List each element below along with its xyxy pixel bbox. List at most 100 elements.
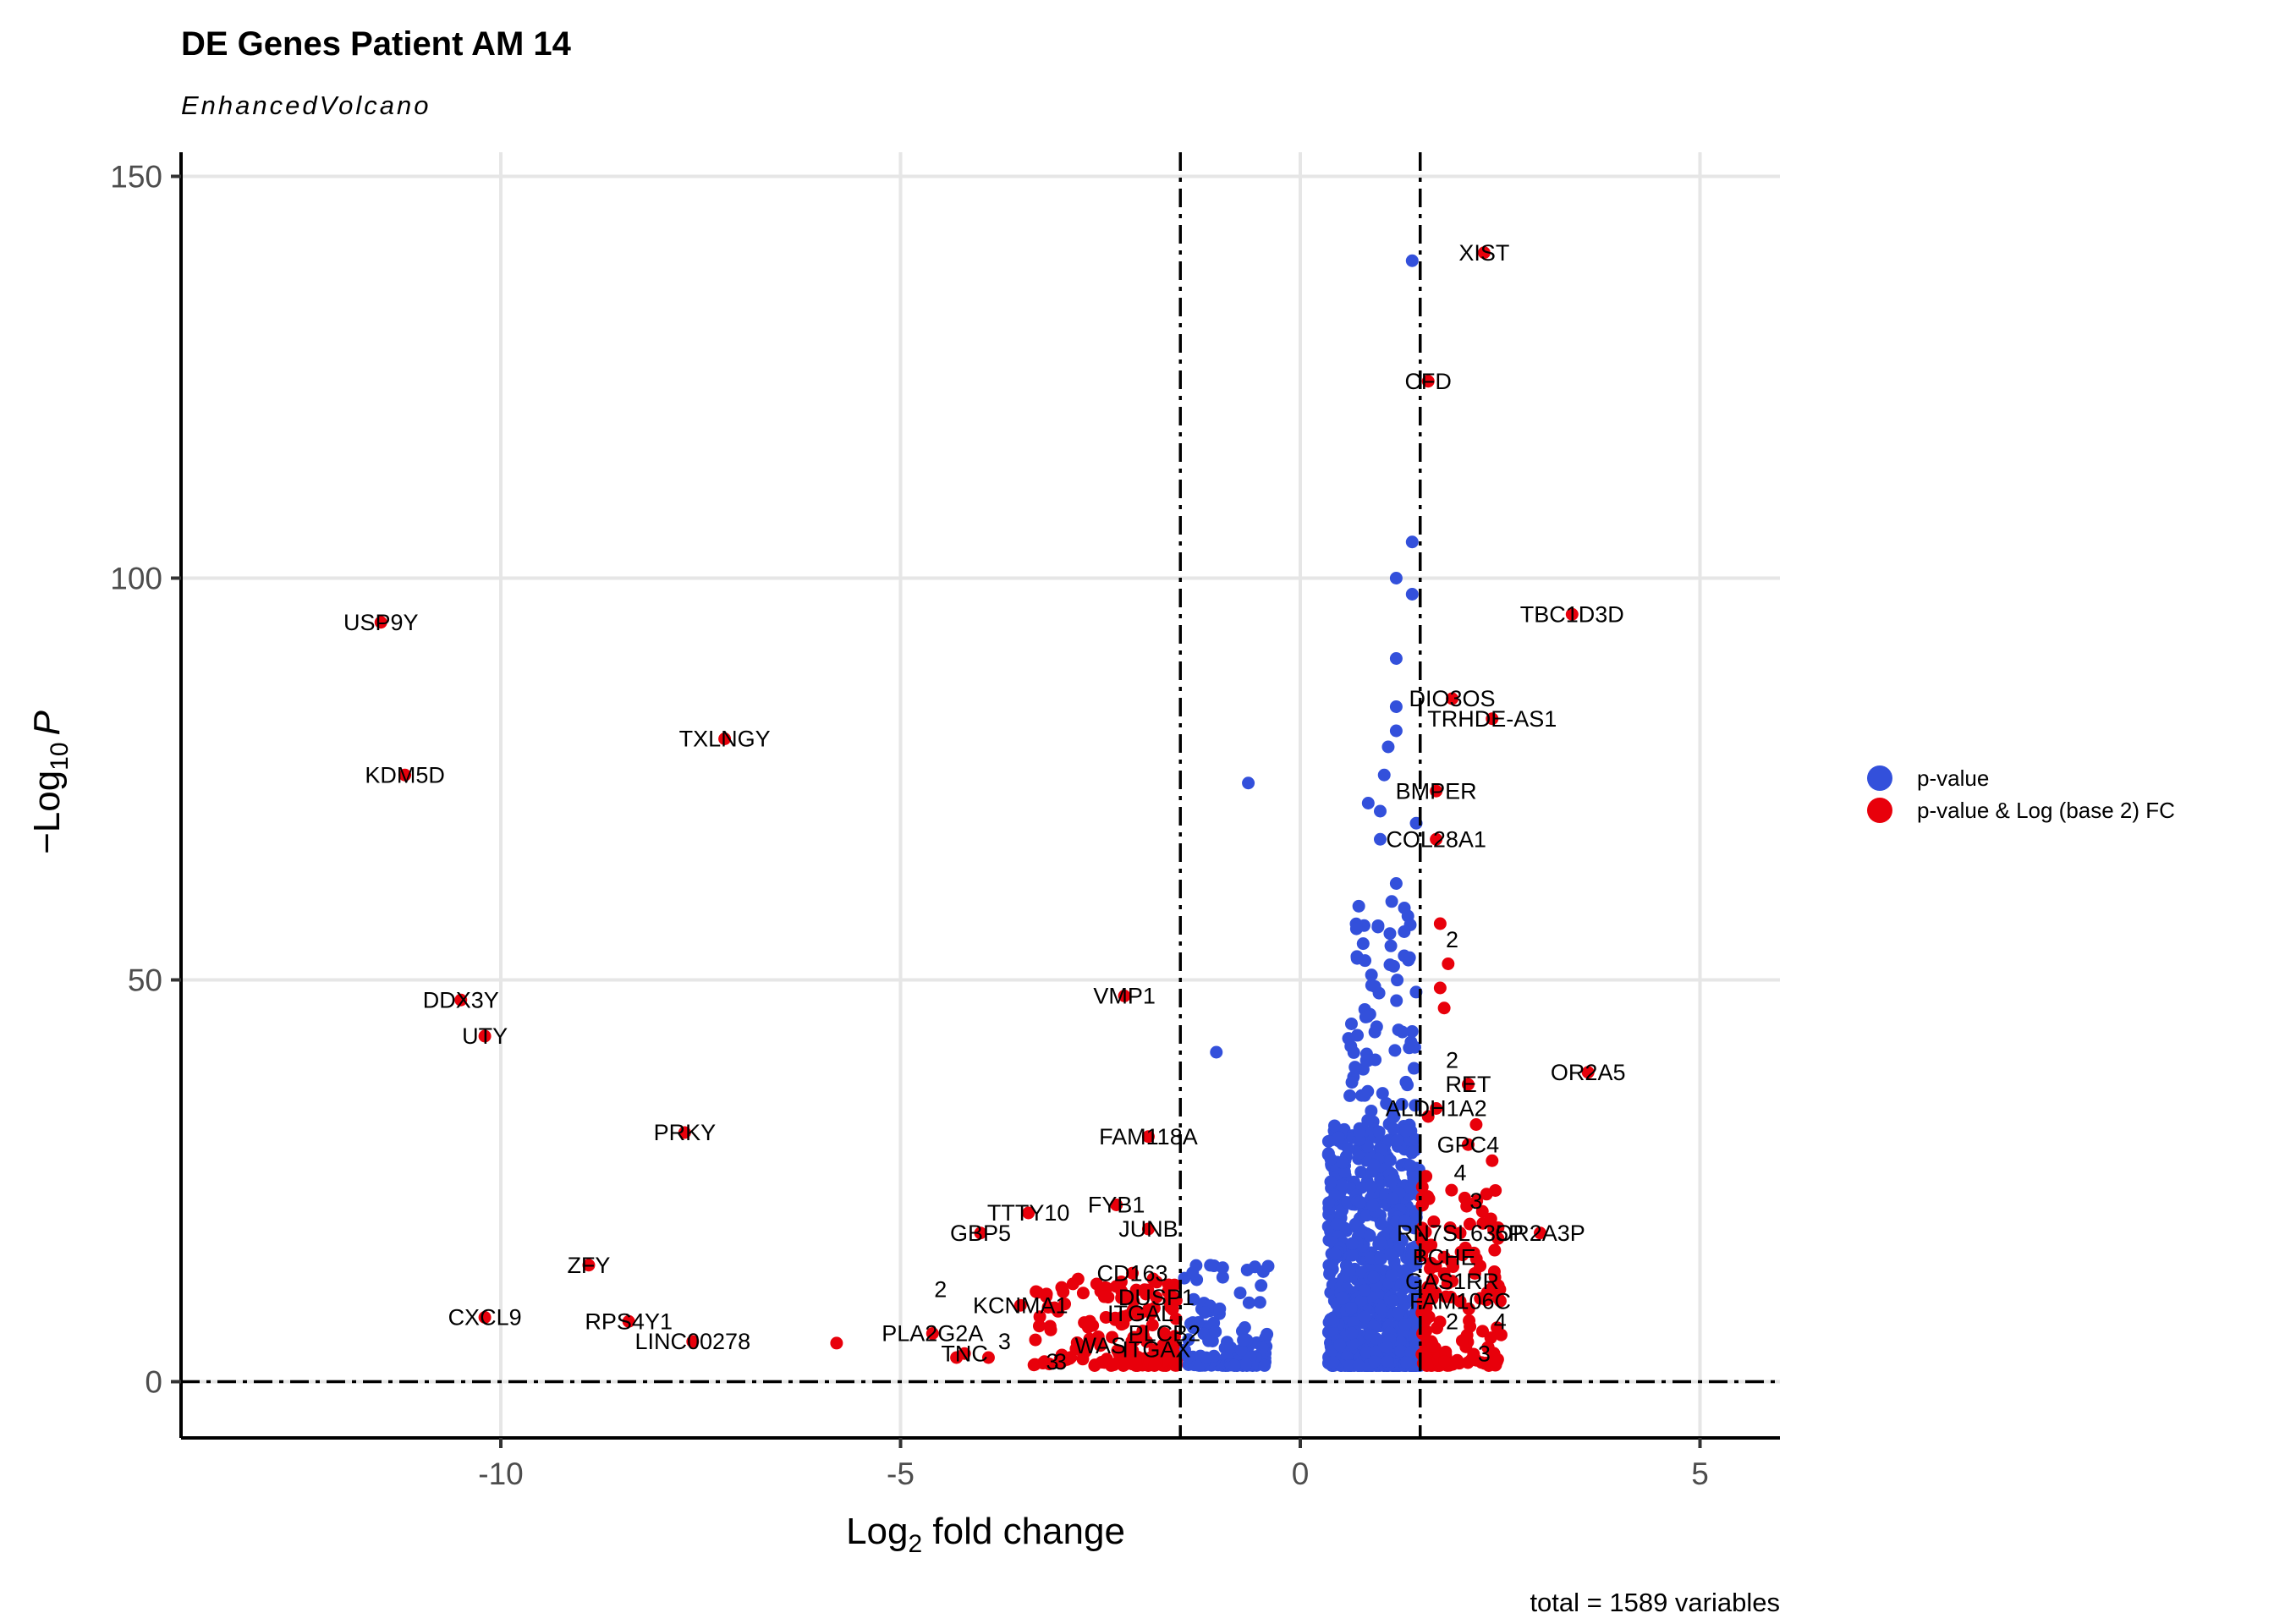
x-tick-label: -10	[478, 1457, 523, 1491]
pvalue-point	[1342, 1032, 1355, 1045]
pvalue-point	[1348, 1217, 1362, 1231]
pvalue-point	[1394, 1344, 1408, 1358]
pvalue-point	[1384, 1248, 1398, 1262]
pvalue-point	[1261, 1259, 1275, 1273]
pvalue-fc-point	[1116, 1288, 1129, 1302]
pvalue-fc-point	[1439, 1345, 1453, 1358]
pvalue-point	[1389, 724, 1403, 738]
pvalue-fc-point	[1418, 1241, 1431, 1254]
labeled-gene-point	[1565, 607, 1579, 621]
pvalue-point	[1383, 1154, 1397, 1167]
pvalue-point	[1409, 1099, 1422, 1112]
labeled-gene-point	[718, 732, 732, 745]
pvalue-fc-point	[1040, 1290, 1053, 1303]
overlap-count-label: 3	[1054, 1349, 1067, 1374]
overlap-count-label: 3	[1478, 1341, 1491, 1366]
labeled-gene-point	[478, 1311, 492, 1324]
pvalue-fc-point	[1433, 917, 1447, 930]
pvalue-point	[1374, 832, 1387, 846]
gene-label: ITGAX	[1122, 1337, 1190, 1363]
pvalue-point	[1344, 1017, 1358, 1030]
pvalue-point	[1377, 768, 1391, 782]
pvalue-point	[1385, 1174, 1398, 1188]
gene-label: UTY	[462, 1023, 508, 1049]
pvalue-point	[1361, 797, 1375, 809]
gene-label: FAM106C	[1409, 1289, 1511, 1314]
overlap-count-label: 3	[998, 1329, 1011, 1354]
pvalue-point	[1233, 1287, 1247, 1300]
y-tick-label: 50	[128, 963, 162, 998]
pvalue-fc-point	[1460, 1199, 1474, 1213]
pvalue-fc-point	[1044, 1323, 1057, 1336]
pvalue-point	[1398, 925, 1411, 938]
labeled-gene-point	[1421, 375, 1435, 388]
labeled-gene-point	[974, 1226, 987, 1240]
labeled-gene-point	[374, 616, 387, 629]
pvalue-fc-point	[1437, 1267, 1451, 1281]
pvalue-point	[1228, 1358, 1241, 1372]
labeled-gene-point	[1094, 1339, 1107, 1352]
labeled-gene-point	[958, 1347, 971, 1360]
pvalue-fc-point	[1491, 1232, 1505, 1245]
pvalue-fc-point	[1080, 1338, 1094, 1352]
pvalue-point	[1372, 1125, 1386, 1138]
pvalue-point	[1324, 1175, 1337, 1188]
pvalue-point	[1343, 1089, 1357, 1102]
labeled-gene-point	[1157, 1327, 1171, 1340]
pvalue-point	[1385, 895, 1398, 908]
pvalue-point	[1405, 1024, 1419, 1038]
gene-label: KCNMA1	[973, 1292, 1068, 1318]
pvalue-fc-point	[1475, 1204, 1489, 1218]
pvalue-point	[1376, 1087, 1389, 1100]
gene-label: DUSP1	[1118, 1285, 1195, 1310]
pvalue-fc-point	[1490, 1355, 1503, 1369]
pvalue-point	[1367, 1270, 1381, 1284]
pvalue-point	[1387, 1294, 1400, 1308]
pvalue-point	[1359, 1310, 1372, 1324]
gene-label: CFD	[1404, 369, 1452, 394]
pvalue-point	[1383, 958, 1397, 972]
pvalue-fc-point	[1469, 1252, 1483, 1265]
pvalue-point	[1373, 1235, 1387, 1248]
pvalue-point	[1326, 1356, 1340, 1369]
pvalue-fc-point	[1427, 1215, 1441, 1228]
pvalue-fc-point	[1033, 1310, 1046, 1324]
pvalue-point	[1407, 1292, 1420, 1305]
pvalue-point	[1405, 254, 1419, 267]
pvalue-fc-point	[1057, 1285, 1070, 1298]
pvalue-point	[1336, 1178, 1349, 1192]
y-axis-label-subscript: 10	[46, 742, 74, 770]
pvalue-point	[1336, 1155, 1349, 1169]
pvalue-point	[1198, 1306, 1211, 1320]
pvalue-fc-point	[1047, 1301, 1061, 1314]
pvalue-fc-point	[1162, 1278, 1175, 1292]
pvalue-fc-point	[1420, 1358, 1434, 1371]
pvalue-fc-point	[1486, 1154, 1499, 1167]
pvalue-point	[1403, 1159, 1417, 1172]
pvalue-point	[1321, 1134, 1335, 1148]
pvalue-fc-point	[1484, 1212, 1497, 1226]
pvalue-point	[1341, 1196, 1354, 1210]
labeled-gene-point	[1430, 832, 1443, 846]
pvalue-points	[1178, 254, 1427, 1372]
pvalue-point	[1324, 1313, 1337, 1326]
gene-label: XIST	[1458, 240, 1509, 266]
pvalue-point	[1239, 1358, 1252, 1371]
x-tick-label: -5	[887, 1457, 915, 1491]
pvalue-point	[1261, 1327, 1274, 1341]
pvalue-fc-point	[1445, 1183, 1458, 1197]
pvalue-point	[1187, 1321, 1200, 1335]
pvalue-point	[1347, 1316, 1360, 1330]
pvalue-point	[1405, 535, 1419, 549]
pvalue-point	[1408, 1040, 1421, 1054]
pvalue-point	[1389, 652, 1403, 665]
labeled-gene-point	[926, 1327, 939, 1340]
labeled-gene-point	[1134, 1307, 1147, 1320]
pvalue-fc-point	[1475, 1325, 1489, 1338]
overlap-count-label: 2	[1446, 1048, 1458, 1073]
pvalue-point	[1209, 1325, 1222, 1338]
pvalue-point	[1405, 588, 1419, 601]
labeled-gene-point	[1110, 1199, 1123, 1211]
labeled-gene-point	[1141, 1130, 1155, 1144]
pvalue-fc-point	[1493, 1294, 1507, 1308]
